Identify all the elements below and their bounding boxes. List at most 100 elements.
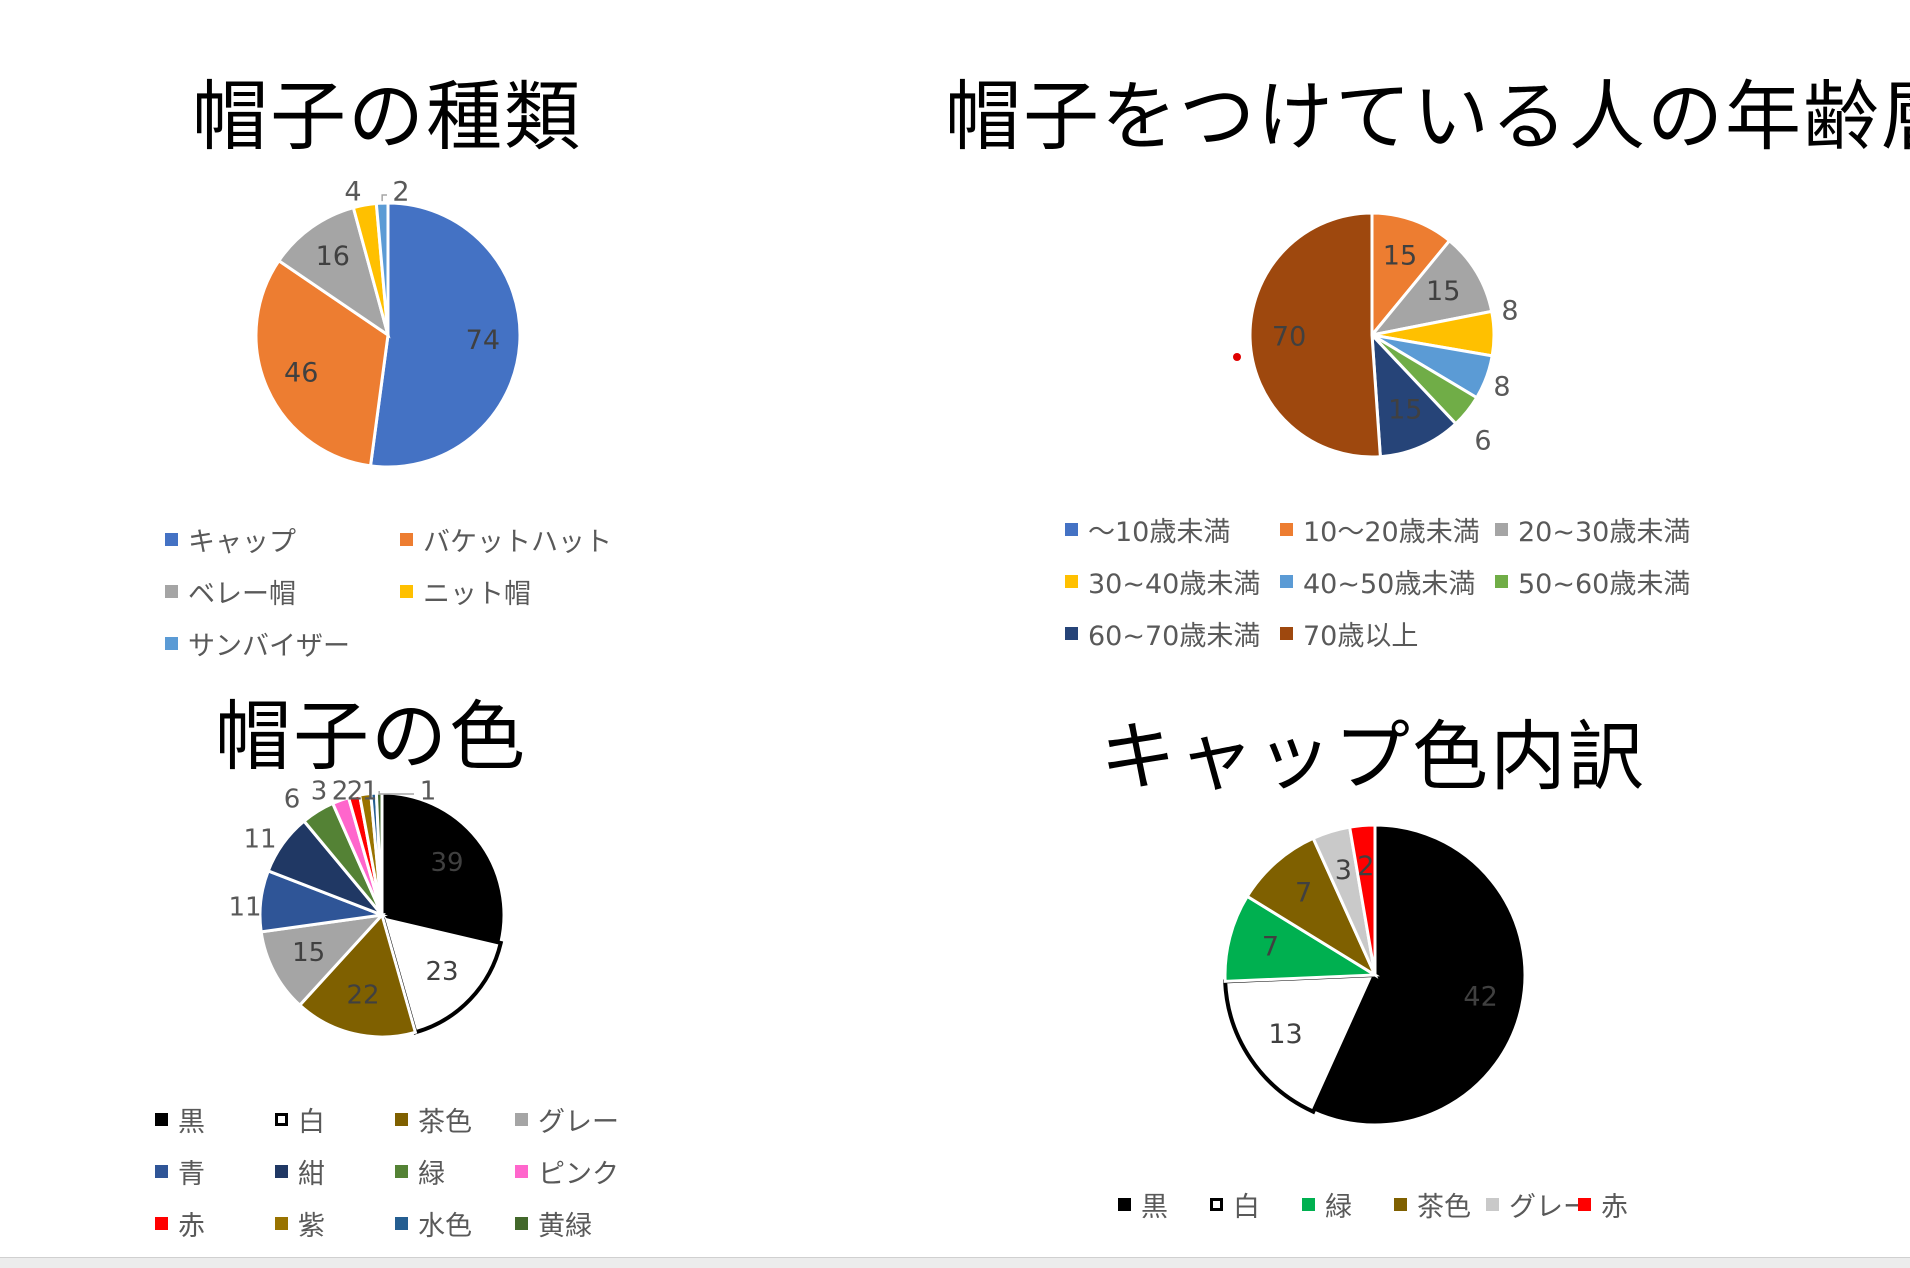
legend-swatch bbox=[275, 1165, 288, 1178]
legend-swatch bbox=[515, 1165, 528, 1178]
legend-item: 茶色 bbox=[395, 1100, 472, 1139]
data-label-8: 2 bbox=[332, 777, 349, 807]
data-label-5: 2 bbox=[1357, 851, 1374, 882]
legend-swatch bbox=[515, 1113, 528, 1126]
legend-item: 黒 bbox=[155, 1100, 205, 1139]
legend-item: ベレー帽 bbox=[165, 572, 296, 611]
legend-label: 赤 bbox=[1601, 1192, 1628, 1223]
legend-label: 20~30歳未満 bbox=[1518, 517, 1691, 548]
chart-title: 帽子の色 bbox=[215, 692, 527, 781]
data-label-3: 15 bbox=[292, 938, 325, 968]
legend-item: 緑 bbox=[1302, 1185, 1352, 1224]
legend-label: 紫 bbox=[298, 1211, 325, 1242]
data-label-3: 7 bbox=[1295, 877, 1312, 908]
legend-item: 紺 bbox=[275, 1152, 325, 1191]
legend: 黒 白 緑 茶色 グレー赤 bbox=[1118, 1185, 1678, 1235]
legend-swatch bbox=[1302, 1198, 1315, 1211]
legend-item: 赤 bbox=[155, 1204, 205, 1243]
data-label-1: 13 bbox=[1268, 1019, 1302, 1050]
pie-slice-5 bbox=[1347, 823, 1377, 976]
legend-item: 茶色 bbox=[1394, 1185, 1471, 1224]
data-label-3: 8 bbox=[1501, 296, 1518, 327]
data-label-1: 15 bbox=[1383, 240, 1417, 271]
data-label-2: 15 bbox=[1426, 276, 1460, 307]
legend-item: 50~60歳未満 bbox=[1495, 562, 1690, 601]
legend-label: 40~50歳未満 bbox=[1303, 569, 1476, 600]
data-label-5: 6 bbox=[1474, 426, 1491, 457]
legend-item: 赤 bbox=[1578, 1185, 1628, 1224]
legend-swatch bbox=[155, 1165, 168, 1178]
legend-swatch bbox=[395, 1165, 408, 1178]
legend-item: 20~30歳未満 bbox=[1495, 510, 1690, 549]
legend-label: 白 bbox=[1233, 1192, 1260, 1223]
pie-slice-2 bbox=[1368, 238, 1494, 338]
data-label-2: 7 bbox=[1262, 931, 1279, 962]
legend-item: 〜10歳未満 bbox=[1065, 510, 1230, 549]
legend: 〜10歳未満 10〜20歳未満 20~30歳未満 30~40歳未満 40~50歳未満 50… bbox=[1065, 510, 1705, 660]
data-label-2: 22 bbox=[346, 980, 379, 1010]
legend-item: グレー bbox=[515, 1100, 619, 1139]
pie-slice-1 bbox=[1223, 972, 1379, 1115]
data-label-11: 1 bbox=[420, 777, 437, 807]
legend-swatch bbox=[1495, 523, 1508, 536]
pie-slice-1 bbox=[254, 258, 390, 468]
legend-item: ニット帽 bbox=[400, 572, 531, 611]
legend-swatch bbox=[275, 1113, 288, 1126]
legend-item: 黄緑 bbox=[515, 1204, 592, 1243]
legend-item: 60~70歳未満 bbox=[1065, 614, 1260, 653]
legend-label: バケットハット bbox=[423, 527, 612, 558]
pie-slice-0 bbox=[1311, 823, 1527, 1127]
data-label-7: 3 bbox=[311, 777, 328, 807]
pie-slice-1 bbox=[379, 912, 504, 1035]
legend-swatch bbox=[1118, 1198, 1131, 1211]
legend-item: ピンク bbox=[515, 1152, 619, 1191]
chart-title: 帽子をつけている人の年齢層 bbox=[945, 72, 1910, 161]
legend-swatch bbox=[395, 1113, 408, 1126]
legend-swatch bbox=[395, 1217, 408, 1230]
data-label-0: 39 bbox=[430, 848, 463, 878]
legend-label: 60~70歳未満 bbox=[1088, 621, 1261, 652]
legend-swatch bbox=[1495, 575, 1508, 588]
legend-item: 緑 bbox=[395, 1152, 445, 1191]
legend-item: 黒 bbox=[1118, 1185, 1168, 1224]
legend-label: グレー bbox=[1509, 1192, 1590, 1223]
legend-label: 茶色 bbox=[1417, 1192, 1471, 1223]
data-label-6: 6 bbox=[284, 785, 301, 815]
legend-swatch bbox=[400, 533, 413, 546]
legend-swatch bbox=[165, 585, 178, 598]
legend-label: ニット帽 bbox=[423, 579, 531, 610]
legend-label: 赤 bbox=[178, 1211, 205, 1242]
legend-swatch bbox=[1578, 1198, 1591, 1211]
data-label-4: 3 bbox=[1335, 855, 1352, 886]
chart-title: 帽子の種類 bbox=[192, 72, 582, 161]
legend-item: 70歳以上 bbox=[1280, 614, 1418, 653]
pie-slice-1 bbox=[1370, 211, 1452, 340]
legend-swatch bbox=[155, 1217, 168, 1230]
data-label-1: 23 bbox=[425, 957, 458, 987]
legend-item: キャップ bbox=[165, 520, 296, 559]
legend-item: 白 bbox=[1210, 1185, 1260, 1224]
legend-label: 黒 bbox=[1141, 1192, 1168, 1223]
legend-label: 茶色 bbox=[418, 1107, 472, 1138]
legend-swatch bbox=[400, 585, 413, 598]
pie-slice-6 bbox=[1370, 330, 1458, 459]
bottom-scrollbar bbox=[0, 1257, 1910, 1268]
legend: キャップ バケットハットベレー帽 ニット帽サンバイザー bbox=[165, 520, 725, 663]
legend-swatch bbox=[1280, 523, 1293, 536]
legend-item: グレー bbox=[1486, 1185, 1590, 1224]
legend-label: 白 bbox=[298, 1107, 325, 1138]
data-label-9: 2 bbox=[347, 777, 364, 807]
pie-slice-0 bbox=[368, 201, 522, 469]
legend-label: 黒 bbox=[178, 1107, 205, 1138]
legend-item: バケットハット bbox=[400, 520, 612, 559]
pie-chart: 74 46 16 4 2 bbox=[254, 177, 522, 469]
legend-label: 〜10歳未満 bbox=[1088, 517, 1231, 548]
leader-line-11 bbox=[378, 791, 414, 795]
legend-item: サンバイザー bbox=[165, 624, 350, 663]
data-label-10: 1 bbox=[362, 777, 379, 807]
legend-label: 黄緑 bbox=[538, 1211, 592, 1242]
legend-label: 緑 bbox=[418, 1159, 445, 1190]
pie-slice-3 bbox=[259, 912, 386, 1008]
